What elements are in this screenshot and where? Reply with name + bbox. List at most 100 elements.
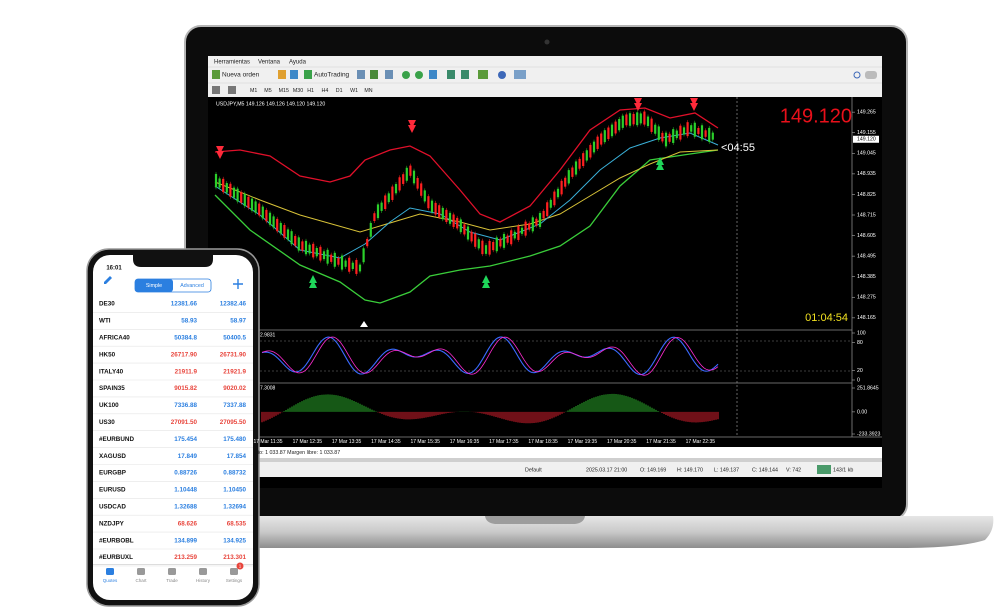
nav-label[interactable]: Quotes	[103, 578, 118, 583]
tool-icon[interactable]	[498, 71, 506, 79]
quote-symbol[interactable]: NZDJPY	[99, 520, 125, 527]
quote-symbol[interactable]: DE30	[99, 301, 115, 308]
tool-icon[interactable]	[478, 70, 488, 79]
quote-bid: 9015.82	[174, 385, 197, 392]
timeframe[interactable]: M30	[293, 88, 303, 94]
nav-icon[interactable]	[230, 568, 238, 575]
quote-symbol[interactable]: ITALY40	[99, 368, 124, 375]
time-label: 17 Mar 22:35	[686, 439, 716, 445]
tool-icon[interactable]	[461, 70, 469, 79]
macd-tick-label: 0.00	[857, 409, 867, 415]
timeframe[interactable]: H1	[307, 88, 314, 94]
quote-symbol[interactable]: AFRICA40	[99, 334, 130, 341]
tool-icon[interactable]	[278, 70, 286, 79]
edit-icon[interactable]	[104, 276, 112, 284]
segment-active[interactable]	[135, 279, 173, 292]
status-item: Default	[525, 467, 542, 473]
time-label: 17 Mar 11:35	[253, 439, 282, 445]
tab-advanced[interactable]: Advanced	[180, 283, 204, 289]
chat-icon[interactable]	[865, 71, 877, 79]
candle-body	[373, 213, 376, 222]
candle-body	[222, 178, 225, 193]
timeframe[interactable]: W1	[350, 88, 358, 94]
quote-symbol[interactable]: #EURBUXL	[99, 554, 133, 561]
nav-icon[interactable]	[137, 568, 145, 575]
quote-symbol[interactable]: #EURBUND	[99, 436, 134, 443]
quote-symbol[interactable]: #EURBOBL	[99, 537, 134, 544]
candle-body	[528, 223, 531, 230]
tool-icon[interactable]	[370, 70, 378, 79]
quote-bid: 50384.8	[174, 334, 197, 341]
candle-body	[326, 249, 329, 264]
tool-icon[interactable]	[385, 70, 393, 79]
quote-symbol[interactable]: US30	[99, 419, 115, 426]
search-icon[interactable]	[853, 71, 861, 79]
timeframe[interactable]: M15	[279, 88, 289, 94]
tool-icon[interactable]	[212, 86, 220, 94]
quote-symbol[interactable]: WTI	[99, 318, 111, 325]
nav-label[interactable]: Settings	[226, 578, 243, 583]
quote-symbol[interactable]: EURUSD	[99, 487, 126, 494]
candle-body	[589, 144, 592, 158]
candle-body	[488, 240, 491, 255]
tab-simple[interactable]: Simple	[146, 283, 162, 289]
nav-icon[interactable]	[199, 568, 207, 575]
badge	[236, 562, 244, 570]
quote-symbol[interactable]: SPAIN35	[99, 385, 125, 392]
tool-icon[interactable]	[514, 70, 526, 79]
timeframe[interactable]: M5	[264, 88, 271, 94]
candle-body	[628, 113, 632, 126]
lower-band	[214, 149, 719, 304]
stoch-signal	[261, 336, 719, 376]
tool-icon[interactable]	[357, 70, 365, 79]
buy-arrows	[309, 157, 664, 288]
timeframe[interactable]: MN	[364, 88, 372, 94]
nav-icon[interactable]	[106, 568, 114, 575]
candle-body	[456, 217, 459, 229]
nav-label[interactable]: Trade	[166, 578, 178, 583]
quote-ask: 213.301	[223, 554, 246, 561]
quote-ask: 0.88732	[223, 470, 246, 477]
tool-icon[interactable]	[429, 70, 437, 79]
nav-label[interactable]: History	[196, 578, 211, 583]
autotrading-icon[interactable]	[304, 70, 312, 79]
timeframe[interactable]: M1	[250, 88, 257, 94]
price-tick-label: 148.385	[857, 274, 876, 280]
timeframe[interactable]: H4	[322, 88, 329, 94]
quote-symbol[interactable]: USDCAD	[99, 503, 126, 510]
menu-item[interactable]: Ayuda	[289, 60, 307, 66]
tool-icon[interactable]	[290, 70, 298, 79]
candle-body	[283, 225, 286, 238]
menu-item[interactable]: Ventana	[258, 60, 281, 66]
new-order-icon[interactable]	[212, 70, 220, 79]
buy-arrow	[309, 275, 317, 288]
nav-label[interactable]: Chart	[135, 578, 147, 583]
quote-symbol[interactable]: UK100	[99, 402, 119, 409]
quote-ask: 21921.9	[223, 368, 246, 375]
add-icon[interactable]	[233, 279, 243, 289]
big-price: 149.120	[780, 105, 852, 127]
camera	[544, 39, 550, 45]
quote-ask: 26731.90	[220, 351, 247, 358]
nav-icon[interactable]	[168, 568, 176, 575]
candle-body	[582, 153, 585, 167]
candle-body	[315, 247, 318, 257]
candle-body	[369, 222, 372, 237]
timeframe[interactable]: D1	[336, 88, 343, 94]
tool-icon[interactable]	[447, 70, 455, 79]
candle-body	[427, 196, 430, 209]
quote-symbol[interactable]: HK50	[99, 351, 116, 358]
autotrading-button[interactable]: AutoTrading	[314, 72, 350, 79]
candle-body	[430, 200, 434, 213]
menu-item[interactable]: Herramientas	[214, 60, 250, 66]
zoom-out[interactable]	[415, 71, 423, 79]
tool-icon[interactable]	[228, 86, 236, 94]
new-order-button[interactable]: Nueva orden	[222, 72, 260, 79]
candle-body	[420, 183, 423, 196]
price-tick-label: 148.825	[857, 192, 876, 198]
status-item: O: 149.169	[640, 467, 666, 473]
quote-symbol[interactable]: EURGBP	[99, 470, 126, 477]
zoom-in[interactable]	[402, 71, 410, 79]
quote-symbol[interactable]: XAGUSD	[99, 453, 126, 460]
candle-body	[434, 202, 437, 215]
